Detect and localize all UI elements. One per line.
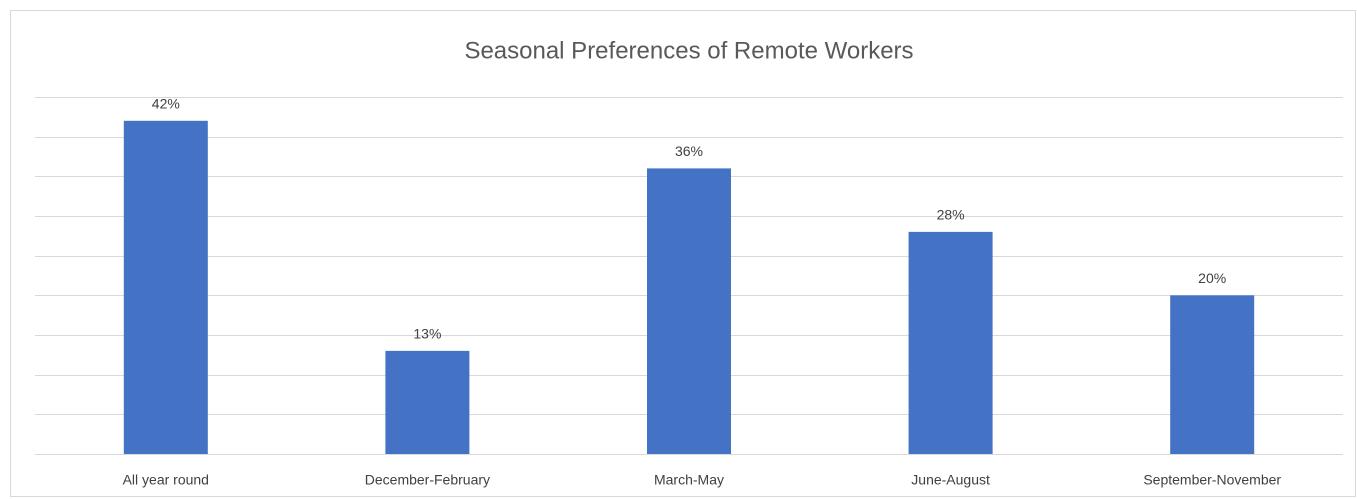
bar — [1170, 295, 1254, 454]
x-tick-label: All year round — [123, 472, 209, 488]
bar — [124, 121, 208, 454]
data-label: 13% — [413, 326, 441, 342]
chart: Seasonal Preferences of Remote Workers A… — [0, 0, 1357, 499]
chart-title: Seasonal Preferences of Remote Workers — [464, 37, 913, 64]
x-tick-label: December-February — [365, 472, 490, 488]
x-tick-label: March-May — [654, 472, 724, 488]
data-label: 36% — [675, 143, 703, 159]
data-label: 20% — [1198, 270, 1226, 286]
data-label: 42% — [152, 96, 180, 112]
bar — [385, 351, 469, 454]
bar — [647, 168, 731, 454]
x-tick-label: September-November — [1143, 472, 1281, 488]
data-label: 28% — [937, 207, 965, 223]
bar — [909, 232, 993, 454]
page: Seasonal Preferences of Remote Workers A… — [0, 0, 1357, 499]
x-tick-label: June-August — [911, 472, 990, 488]
